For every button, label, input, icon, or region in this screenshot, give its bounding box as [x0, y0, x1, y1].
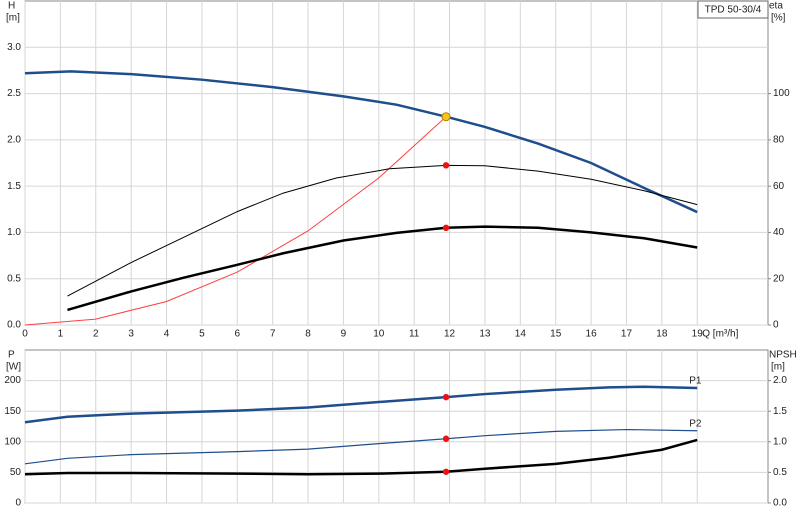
series-label: P2 — [689, 418, 702, 429]
y2-axis-unit: [m] — [771, 362, 785, 373]
y-tick-label: 2.5 — [7, 88, 21, 99]
y2-tick-label: 0 — [773, 320, 779, 331]
y2-axis-title: NPSH — [769, 350, 797, 361]
x-tick-label: 6 — [235, 329, 241, 340]
y-axis-unit: [m] — [6, 13, 20, 24]
y2-axis-title: eta — [769, 1, 783, 12]
x-tick-label: 17 — [621, 329, 633, 340]
y2-tick-label: 0.0 — [773, 498, 787, 509]
x-tick-label: 0 — [22, 329, 28, 340]
x-tick-label: 15 — [550, 329, 562, 340]
x-tick-label: 16 — [586, 329, 598, 340]
x-tick-label: 3 — [128, 329, 134, 340]
x-tick-label: 19 — [692, 329, 704, 340]
x-tick-label: 9 — [341, 329, 347, 340]
y-tick-label: 0.0 — [7, 320, 21, 331]
x-tick-label: 8 — [305, 329, 311, 340]
y2-tick-label: 0.5 — [773, 467, 787, 478]
y2-tick-label: 40 — [773, 227, 785, 238]
x-tick-label: 7 — [270, 329, 276, 340]
x-tick-label: 1 — [58, 329, 64, 340]
y2-tick-label: 1.0 — [773, 436, 787, 447]
curve — [24, 438, 698, 476]
y-tick-label: 1.0 — [7, 227, 21, 238]
x-tick-label: 11 — [409, 329, 420, 340]
x-tick-label: 4 — [164, 329, 170, 340]
y2-tick-label: 2.0 — [773, 375, 787, 386]
annotation-box — [697, 0, 769, 19]
plot-area — [24, 0, 769, 326]
y2-tick-label: 60 — [773, 181, 785, 192]
curve — [24, 116, 447, 326]
y2-axis-unit: [%] — [771, 13, 786, 24]
curve — [24, 428, 698, 465]
y-axis-title: P — [8, 350, 15, 361]
curve — [24, 385, 698, 424]
curve — [67, 225, 698, 312]
y2-tick-label: 80 — [773, 134, 785, 145]
duty-point — [441, 112, 451, 122]
x-tick-label: 2 — [93, 329, 99, 340]
y2-tick-label: 1.5 — [773, 406, 787, 417]
y-tick-label: 0 — [15, 498, 21, 509]
y-axis-unit: [W] — [6, 362, 21, 373]
x-tick-label: 14 — [515, 329, 527, 340]
annotation: TPD 50-30/4 — [705, 5, 762, 16]
y-tick-label: 3.0 — [7, 42, 21, 53]
y-tick-label: 2.0 — [7, 134, 21, 145]
y-tick-label: 1.5 — [7, 181, 21, 192]
y2-tick-label: 100 — [773, 88, 790, 99]
duty-point — [442, 393, 450, 401]
y-tick-label: 0.5 — [7, 273, 21, 284]
duty-point — [442, 162, 450, 169]
y2-tick-label: 20 — [773, 273, 785, 284]
duty-point — [442, 435, 450, 442]
y-tick-label: 50 — [10, 467, 22, 478]
x-tick-label: 10 — [373, 329, 385, 340]
curve — [24, 70, 698, 214]
x-axis-title: Q [m³/h] — [702, 329, 738, 340]
plot-area — [24, 349, 769, 504]
x-tick-label: 5 — [199, 329, 205, 340]
duty-point — [442, 468, 450, 475]
series-label: P1 — [689, 376, 702, 387]
duty-point — [442, 224, 450, 231]
x-tick-label: 12 — [444, 329, 456, 340]
y-tick-label: 200 — [4, 375, 21, 386]
curve — [67, 164, 698, 297]
y-tick-label: 150 — [4, 406, 21, 417]
x-tick-label: 13 — [479, 329, 491, 340]
y-axis-title: H — [8, 1, 15, 12]
x-tick-label: 18 — [656, 329, 668, 340]
y-tick-label: 100 — [4, 436, 21, 447]
